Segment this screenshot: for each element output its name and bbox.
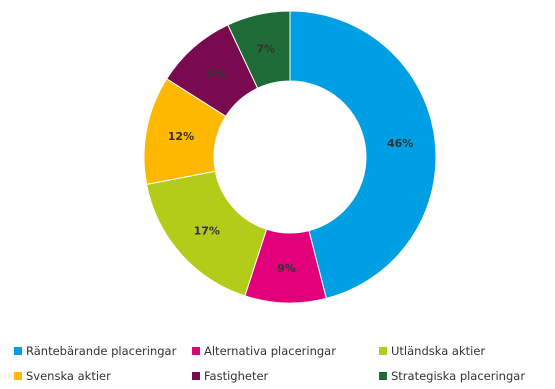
legend-label-rantebarande-placeringar: Räntebärande placeringar	[26, 344, 177, 358]
legend-label-alternativa-placeringar: Alternativa placeringar	[204, 344, 336, 358]
chart-slices	[143, 10, 437, 304]
legend-item-fastigheter: Fastigheter	[192, 369, 269, 383]
slice-label-fastigheter: 9%	[207, 68, 226, 81]
legend-label-utlandska-aktier: Utländska aktier	[391, 344, 485, 358]
legend-item-strategiska-placeringar: Strategiska placeringar	[379, 369, 525, 383]
slice-rantebarande-placeringar	[289, 10, 437, 300]
legend-swatch-alternativa-placeringar	[192, 347, 200, 355]
slice-label-strategiska-placeringar: 7%	[256, 43, 275, 56]
legend-swatch-utlandska-aktier	[379, 347, 387, 355]
legend-label-strategiska-placeringar: Strategiska placeringar	[391, 369, 525, 383]
slice-strategiska-placeringar	[227, 10, 291, 89]
legend-swatch-strategiska-placeringar	[379, 372, 387, 380]
legend-swatch-rantebarande-placeringar	[14, 347, 22, 355]
slice-label-alternativa-placeringar: 9%	[277, 262, 296, 275]
slice-label-svenska-aktier: 12%	[168, 130, 194, 143]
chart-legend: Räntebärande placeringar Alternativa plac…	[14, 344, 525, 383]
slice-label-utlandska-aktier: 17%	[194, 224, 220, 237]
legend-swatch-fastigheter	[192, 372, 200, 380]
slice-label-rantebarande-placeringar: 46%	[387, 137, 413, 150]
legend-item-rantebarande-placeringar: Räntebärande placeringar	[14, 344, 177, 358]
legend-label-svenska-aktier: Svenska aktier	[26, 369, 111, 383]
legend-item-utlandska-aktier: Utländska aktier	[379, 344, 485, 358]
legend-swatch-svenska-aktier	[14, 372, 22, 380]
legend-item-svenska-aktier: Svenska aktier	[14, 369, 111, 383]
legend-label-fastigheter: Fastigheter	[204, 369, 269, 383]
chart-slice-labels: 46% 9% 17% 12% 9% 7%	[168, 43, 414, 275]
legend-item-alternativa-placeringar: Alternativa placeringar	[192, 344, 336, 358]
